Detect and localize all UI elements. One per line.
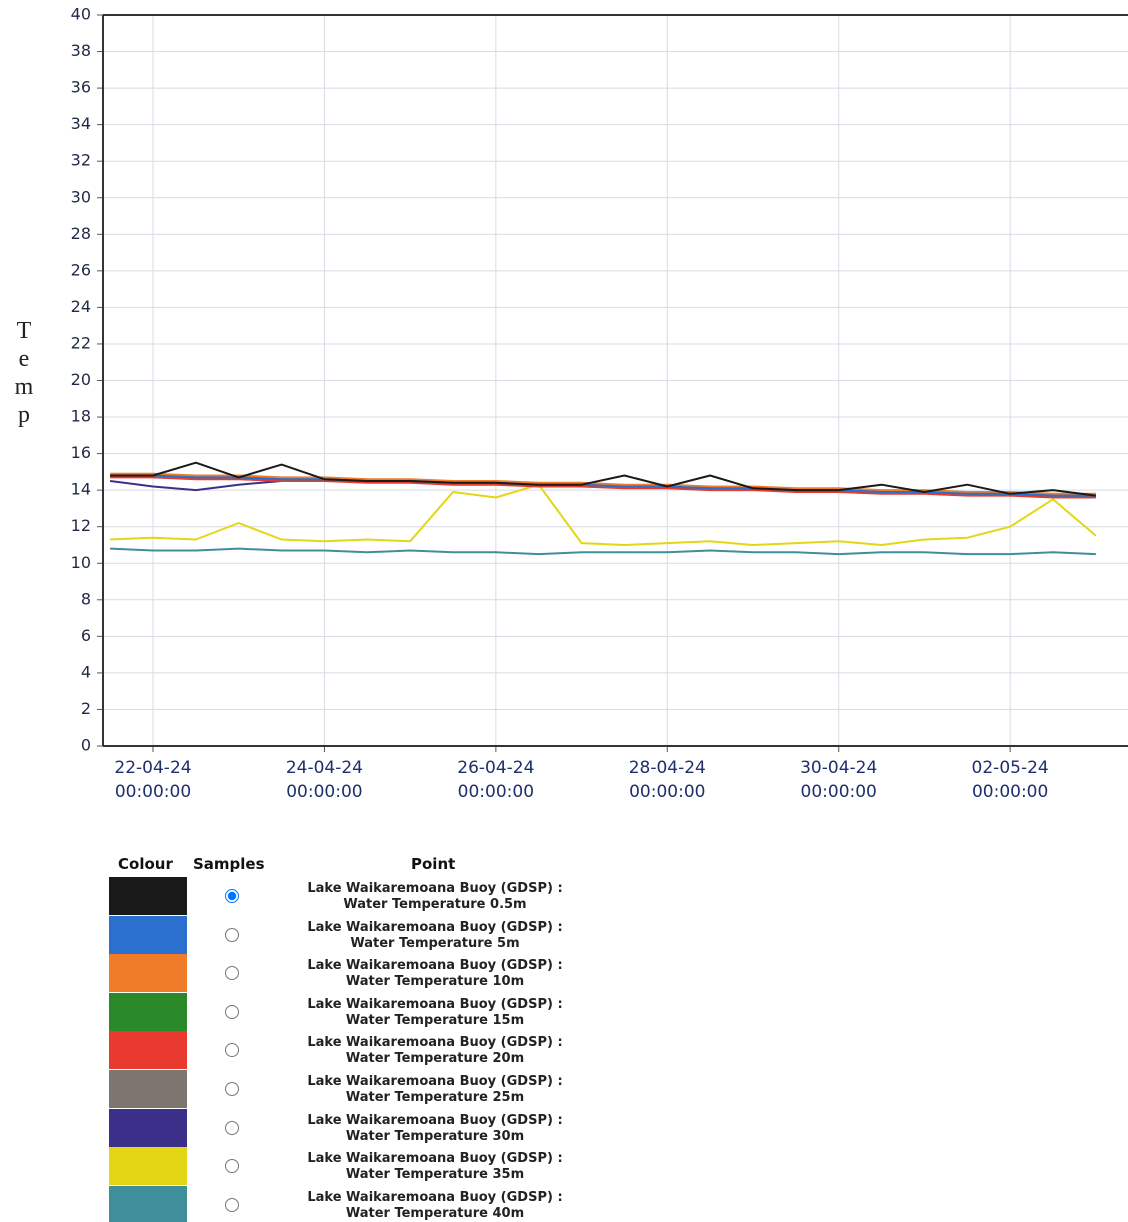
y-tick-label: 2 xyxy=(81,699,91,718)
y-tick-label: 18 xyxy=(71,407,91,426)
y-tick-label: 40 xyxy=(71,5,91,24)
samples-radio[interactable] xyxy=(225,1159,239,1174)
legend-label: Lake Waikaremoana Buoy (GDSP) : Water Te… xyxy=(307,1151,563,1183)
legend-row: Lake Waikaremoana Buoy (GDSP) : Water Te… xyxy=(109,915,589,954)
y-tick-label: 4 xyxy=(81,662,91,681)
samples-radio[interactable] xyxy=(225,1197,239,1212)
samples-radio[interactable] xyxy=(225,1082,239,1096)
y-tick-label: 20 xyxy=(71,370,91,389)
legend-header: Samples xyxy=(193,855,265,873)
legend-swatch xyxy=(109,1108,187,1147)
legend-swatch xyxy=(109,1147,187,1186)
legend-label: Lake Waikaremoana Buoy (GDSP) : Water Te… xyxy=(307,1074,563,1105)
series-line xyxy=(110,476,1096,499)
legend-swatch xyxy=(109,1185,187,1222)
legend-label: Lake Waikaremoana Buoy (GDSP) : Water Te… xyxy=(307,1035,563,1067)
legend-swatch xyxy=(109,877,187,915)
y-tick-label: 16 xyxy=(71,443,91,462)
legend-label: Lake Waikaremoana Buoy (GDSP) : Water Te… xyxy=(307,1189,563,1221)
legend-swatch xyxy=(109,992,187,1031)
legend-swatch xyxy=(109,1031,187,1070)
y-tick-label: 30 xyxy=(71,187,91,206)
samples-radio[interactable] xyxy=(225,966,239,981)
legend-label: Lake Waikaremoana Buoy (GDSP) : Water Te… xyxy=(307,996,563,1028)
legend-row: Lake Waikaremoana Buoy (GDSP) : Water Te… xyxy=(109,1070,589,1108)
legend-row: Lake Waikaremoana Buoy (GDSP) : Water Te… xyxy=(109,1185,589,1222)
y-tick-label: 32 xyxy=(71,151,91,170)
y-tick-label: 0 xyxy=(81,736,91,755)
series-line xyxy=(110,547,1096,556)
legend-header: Colour xyxy=(118,855,173,873)
y-tick-label: 10 xyxy=(71,553,91,572)
y-tick-label: 12 xyxy=(71,516,91,535)
legend-swatch xyxy=(109,1070,187,1108)
samples-radio[interactable] xyxy=(225,1043,239,1058)
y-tick-label: 6 xyxy=(81,626,91,645)
x-tick-label: 28-04-24 00:00:00 xyxy=(628,758,706,802)
series-line xyxy=(110,474,1096,497)
y-tick-label: 36 xyxy=(71,78,91,97)
y-tick-label: 22 xyxy=(71,333,91,352)
legend-label: Lake Waikaremoana Buoy (GDSP) : Water Te… xyxy=(307,919,563,951)
samples-radio[interactable] xyxy=(225,927,239,942)
samples-radio[interactable] xyxy=(225,889,239,903)
legend-swatch xyxy=(109,954,187,993)
legend-row: Lake Waikaremoana Buoy (GDSP) : Water Te… xyxy=(109,992,589,1031)
series-line xyxy=(110,483,1097,546)
legend-row: Lake Waikaremoana Buoy (GDSP) : Water Te… xyxy=(109,954,589,993)
x-tick-label: 26-04-24 00:00:00 xyxy=(457,758,535,802)
x-tick-label: 02-05-24 00:00:00 xyxy=(971,758,1049,802)
legend-label: Lake Waikaremoana Buoy (GDSP) : Water Te… xyxy=(307,881,563,912)
legend-header: Point xyxy=(411,855,456,873)
legend-row: Lake Waikaremoana Buoy (GDSP) : Water Te… xyxy=(109,1147,589,1186)
legend-row: Lake Waikaremoana Buoy (GDSP) : Water Te… xyxy=(109,1108,589,1147)
x-tick-label: 30-04-24 00:00:00 xyxy=(800,758,878,802)
y-tick-label: 8 xyxy=(81,589,91,608)
legend-label: Lake Waikaremoana Buoy (GDSP) : Water Te… xyxy=(307,1112,563,1144)
samples-radio[interactable] xyxy=(225,1004,239,1019)
legend-swatch xyxy=(109,915,187,954)
plot-lines xyxy=(109,461,1097,556)
y-tick-label: 34 xyxy=(71,114,91,133)
y-tick-label: 28 xyxy=(71,224,91,243)
legend-row: Lake Waikaremoana Buoy (GDSP) : Water Te… xyxy=(109,877,589,915)
y-tick-label: 14 xyxy=(71,480,91,499)
y-tick-label: 24 xyxy=(71,297,91,316)
y-tick-label: 38 xyxy=(71,41,91,60)
y-axis-label: Temp xyxy=(11,318,37,430)
legend-label: Lake Waikaremoana Buoy (GDSP) : Water Te… xyxy=(307,958,563,990)
y-tick-label: 26 xyxy=(71,260,91,279)
x-tick-label: 24-04-24 00:00:00 xyxy=(285,758,363,802)
samples-radio[interactable] xyxy=(225,1120,239,1135)
legend-row: Lake Waikaremoana Buoy (GDSP) : Water Te… xyxy=(109,1031,589,1070)
series-line xyxy=(110,461,1097,497)
x-tick-label: 22-04-24 00:00:00 xyxy=(114,758,192,802)
